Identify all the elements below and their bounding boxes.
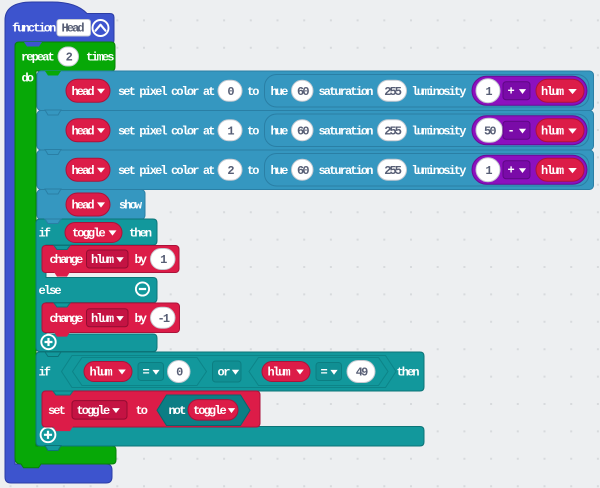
svg-text:luminosity: luminosity: [412, 124, 467, 138]
svg-text:1: 1: [160, 253, 167, 267]
svg-text:if: if: [39, 366, 51, 380]
svg-text:hlum: hlum: [541, 164, 564, 178]
svg-text:set pixel color at: set pixel color at: [118, 124, 215, 138]
svg-text:0: 0: [227, 85, 234, 99]
svg-text:2: 2: [227, 164, 234, 178]
svg-text:hlum: hlum: [541, 124, 564, 138]
svg-text:toggle: toggle: [193, 404, 227, 418]
svg-text:255: 255: [384, 164, 402, 178]
svg-text:saturation: saturation: [319, 164, 374, 178]
svg-text:to: to: [247, 85, 259, 99]
svg-text:hue: hue: [271, 85, 289, 99]
svg-text:head: head: [72, 164, 95, 178]
svg-text:not: not: [169, 404, 187, 418]
svg-text:saturation: saturation: [319, 85, 374, 99]
svg-text:change: change: [50, 312, 84, 326]
svg-text:hlum: hlum: [91, 253, 114, 267]
svg-text:set: set: [48, 404, 66, 418]
svg-text:luminosity: luminosity: [412, 164, 467, 178]
svg-text:times: times: [86, 51, 114, 65]
svg-text:1: 1: [485, 85, 492, 99]
svg-text:repeat: repeat: [21, 51, 55, 65]
svg-text:change: change: [50, 253, 84, 267]
svg-text:hue: hue: [271, 164, 289, 178]
svg-text:Head: Head: [62, 22, 85, 36]
svg-text:by: by: [135, 312, 147, 326]
svg-text:do: do: [22, 72, 34, 86]
svg-text:luminosity: luminosity: [412, 85, 467, 99]
svg-text:toggle: toggle: [77, 404, 111, 418]
svg-text:1: 1: [227, 124, 234, 138]
svg-text:by: by: [135, 253, 147, 267]
svg-text:+: +: [508, 85, 515, 99]
svg-text:head: head: [72, 85, 95, 99]
svg-text:60: 60: [297, 164, 309, 178]
svg-text:head: head: [72, 199, 95, 213]
svg-text:if: if: [39, 227, 51, 241]
svg-text:head: head: [72, 124, 95, 138]
svg-text:49: 49: [356, 366, 368, 380]
svg-text:or: or: [218, 365, 231, 379]
svg-text:then: then: [129, 227, 152, 241]
svg-text:set pixel color at: set pixel color at: [118, 85, 215, 99]
svg-text:show: show: [119, 199, 143, 213]
svg-text:to: to: [247, 124, 259, 138]
svg-text:hlum: hlum: [91, 312, 114, 326]
svg-text:60: 60: [297, 85, 309, 99]
svg-text:-: -: [508, 124, 515, 138]
svg-text:function: function: [12, 22, 56, 36]
svg-text:hue: hue: [271, 124, 289, 138]
svg-text:60: 60: [297, 124, 309, 138]
svg-text:+: +: [508, 164, 515, 178]
svg-text:hlum: hlum: [541, 85, 564, 99]
svg-text:-1: -1: [158, 312, 170, 326]
svg-text:to: to: [136, 404, 148, 418]
svg-text:0: 0: [176, 366, 183, 380]
svg-text:toggle: toggle: [72, 227, 106, 241]
svg-text:to: to: [247, 164, 259, 178]
svg-text:else: else: [39, 284, 62, 298]
svg-text:255: 255: [384, 85, 402, 99]
svg-text:2: 2: [66, 51, 73, 65]
svg-text:hlum: hlum: [268, 365, 291, 379]
svg-text:1: 1: [485, 164, 492, 178]
svg-text:hlum: hlum: [90, 365, 113, 379]
svg-text:255: 255: [384, 124, 402, 138]
svg-text:saturation: saturation: [319, 124, 374, 138]
svg-text:=: =: [321, 365, 328, 379]
svg-text:=: =: [143, 365, 150, 379]
svg-text:then: then: [397, 366, 420, 380]
svg-text:set pixel color at: set pixel color at: [118, 164, 215, 178]
svg-text:50: 50: [484, 124, 496, 138]
